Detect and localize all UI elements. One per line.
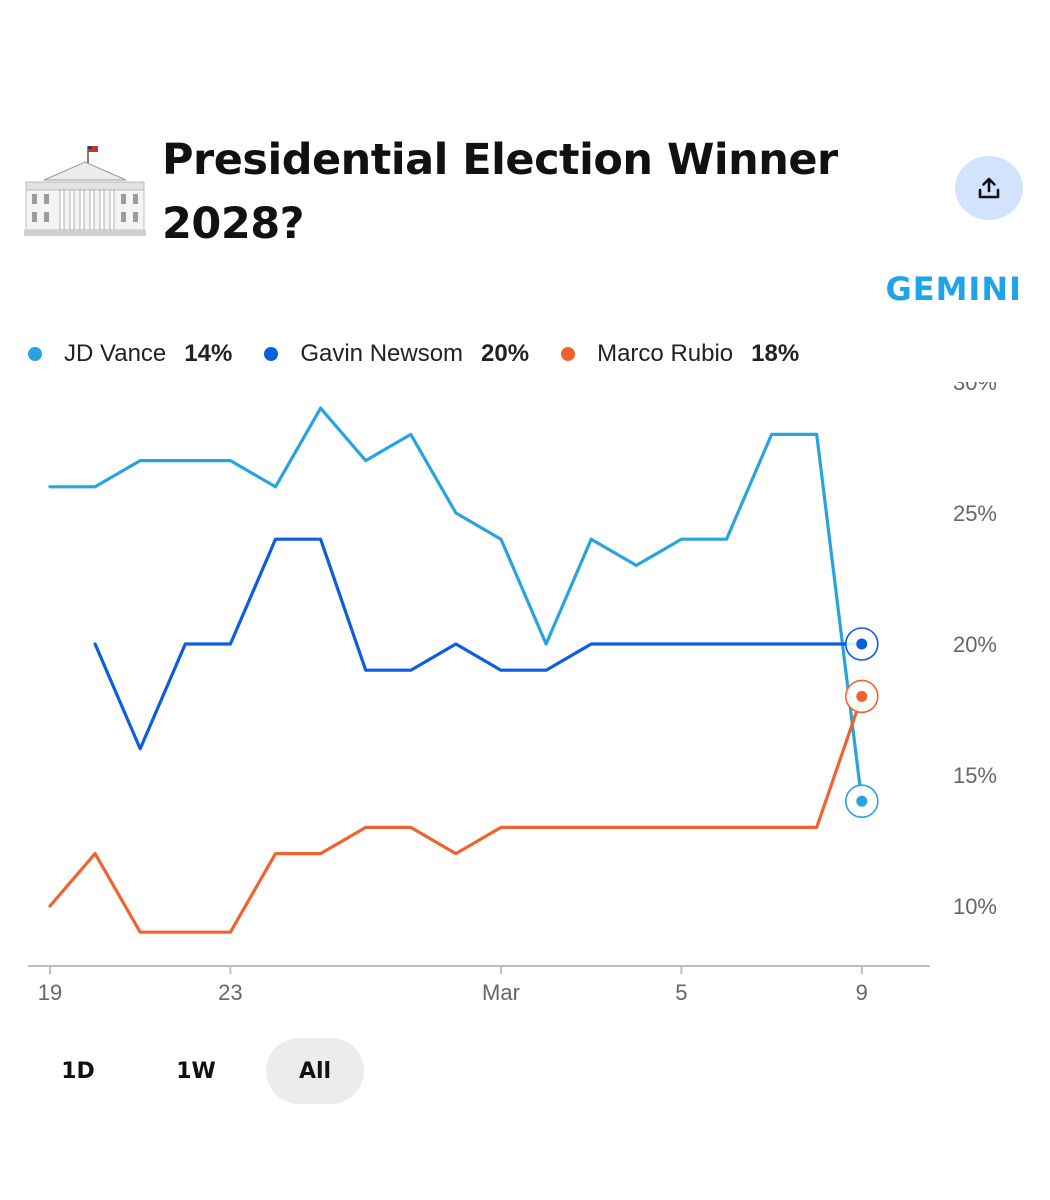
legend-dot-rubio	[561, 347, 576, 361]
x-tick-label: 5	[675, 980, 687, 1005]
x-tick-label: 9	[856, 980, 868, 1005]
end-marker-dot-rubio	[856, 690, 868, 702]
legend-dot-vance	[28, 347, 42, 361]
legend-value: 14%	[184, 340, 233, 367]
white-house-icon	[24, 146, 146, 236]
legend-item-rubio: Marco Rubio 18%	[561, 340, 799, 368]
y-tick-label: 25%	[953, 501, 997, 526]
legend-label: Marco Rubio	[597, 340, 734, 367]
legend-item-vance: JD Vance 14%	[28, 340, 232, 368]
legend-label: Gavin Newsom	[300, 340, 464, 367]
legend-item-newsom: Gavin Newsom 20%	[264, 340, 529, 368]
x-tick-label: 19	[38, 980, 62, 1005]
x-tick-label: 23	[218, 980, 242, 1005]
brand-logo: GEMINI	[885, 270, 1022, 308]
price-history-chart[interactable]: 19 23 Mar 5 930%25%20%15%10%	[0, 370, 1050, 1020]
page-title: Presidential Election Winner 2028?	[162, 135, 838, 249]
legend-dot-newsom	[264, 347, 279, 361]
range-all-button[interactable]: All	[266, 1038, 364, 1104]
series-line-vance	[48, 406, 864, 803]
series-line-newsom	[93, 537, 864, 751]
y-tick-label: 10%	[953, 894, 997, 919]
x-tick-label: Mar	[482, 980, 520, 1005]
legend-value: 18%	[751, 340, 800, 367]
end-marker-dot-vance	[856, 795, 868, 807]
series-line-rubio	[48, 694, 864, 934]
legend-label: JD Vance	[64, 340, 167, 367]
label-clip-mask	[900, 370, 1050, 382]
range-1d-button[interactable]: 1D	[30, 1038, 126, 1104]
range-1w-button[interactable]: 1W	[148, 1038, 244, 1104]
y-tick-label: 15%	[953, 763, 997, 788]
market-card	[0, 75, 1050, 1125]
end-marker-dot-newsom	[856, 638, 868, 650]
legend-value: 20%	[481, 340, 530, 367]
upload-share-icon	[978, 177, 1000, 199]
chart-legend: JD Vance 14% Gavin Newsom 20% Marco Rubi…	[28, 336, 831, 372]
share-button[interactable]	[955, 156, 1023, 220]
y-tick-label: 20%	[953, 632, 997, 657]
